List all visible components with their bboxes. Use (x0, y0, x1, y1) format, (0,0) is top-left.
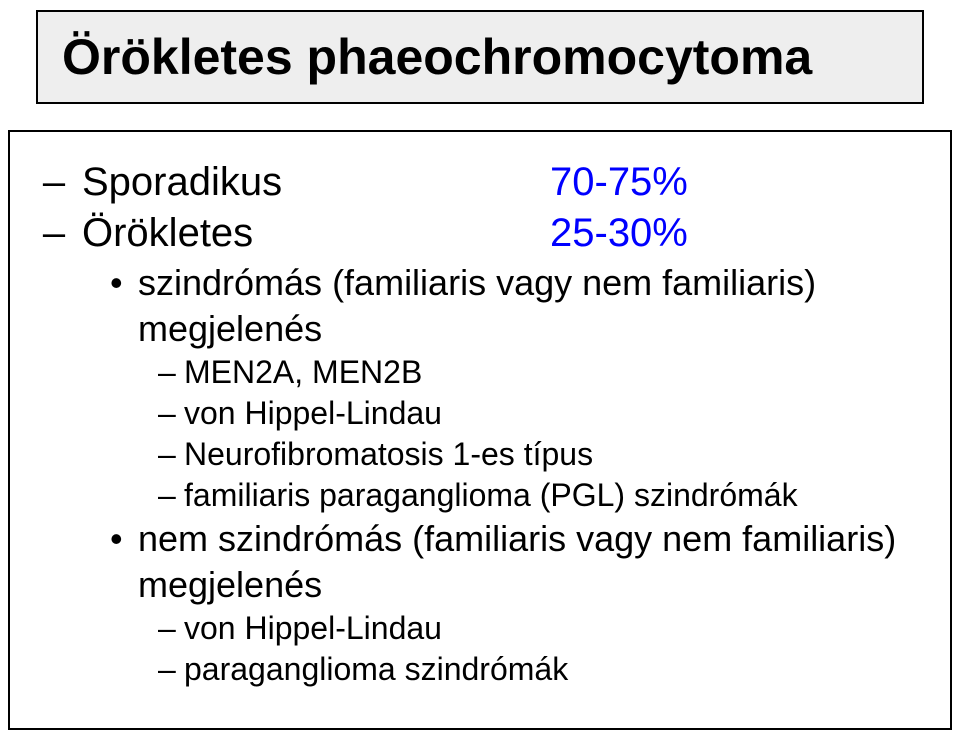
nem-szindromas-label: nem szindrómás (familiaris vagy nem fami… (138, 518, 896, 560)
orokletes-value: 25-30% (550, 211, 688, 256)
dash-icon: – (158, 477, 184, 514)
bullet-icon: • (110, 262, 138, 304)
row-orokletes: – Örökletes 25-30% (26, 211, 934, 256)
content-inner: – Sporadikus 70-75% – Örökletes 25-30% •… (10, 132, 950, 708)
szindromas-label: szindrómás (familiaris vagy nem familiar… (138, 262, 816, 304)
row-men: – MEN2A, MEN2B (158, 354, 934, 391)
dash-icon: – (158, 651, 184, 688)
row-nem-szindromas: • nem szindrómás (familiaris vagy nem fa… (110, 518, 934, 560)
slide: Örökletes phaeochromocytoma – Sporadikus… (0, 0, 960, 739)
dash-icon: – (158, 610, 184, 647)
row-nf1: – Neurofibromatosis 1-es típus (158, 436, 934, 473)
row-pgl: – familiaris paraganglioma (PGL) szindró… (158, 477, 934, 514)
nf1-label: Neurofibromatosis 1-es típus (184, 436, 593, 473)
sporadikus-label: Sporadikus (82, 160, 282, 205)
title-box: Örökletes phaeochromocytoma (36, 10, 924, 104)
sporadikus-value: 70-75% (550, 160, 688, 205)
row-szindromas: • szindrómás (familiaris vagy nem famili… (110, 262, 934, 304)
slide-title: Örökletes phaeochromocytoma (62, 28, 812, 86)
vhl-label: von Hippel-Lindau (184, 395, 442, 432)
dash-icon: – (158, 436, 184, 473)
vhl2-label: von Hippel-Lindau (184, 610, 442, 647)
dash-icon: – (26, 160, 82, 205)
dash-icon: – (26, 211, 82, 256)
pgl2-label: paraganglioma szindrómák (184, 651, 568, 688)
nem-szindromas-subhead: megjelenés (138, 564, 934, 606)
row-pgl2: – paraganglioma szindrómák (158, 651, 934, 688)
dash-icon: – (158, 354, 184, 391)
row-vhl2: – von Hippel-Lindau (158, 610, 934, 647)
content-box: – Sporadikus 70-75% – Örökletes 25-30% •… (8, 130, 952, 730)
bullet-icon: • (110, 518, 138, 560)
men-label: MEN2A, MEN2B (184, 354, 422, 391)
pgl-label: familiaris paraganglioma (PGL) szindrómá… (184, 477, 798, 514)
row-vhl: – von Hippel-Lindau (158, 395, 934, 432)
dash-icon: – (158, 395, 184, 432)
szindromas-subhead: megjelenés (138, 308, 934, 350)
row-sporadikus: – Sporadikus 70-75% (26, 160, 934, 205)
orokletes-label: Örökletes (82, 211, 253, 256)
